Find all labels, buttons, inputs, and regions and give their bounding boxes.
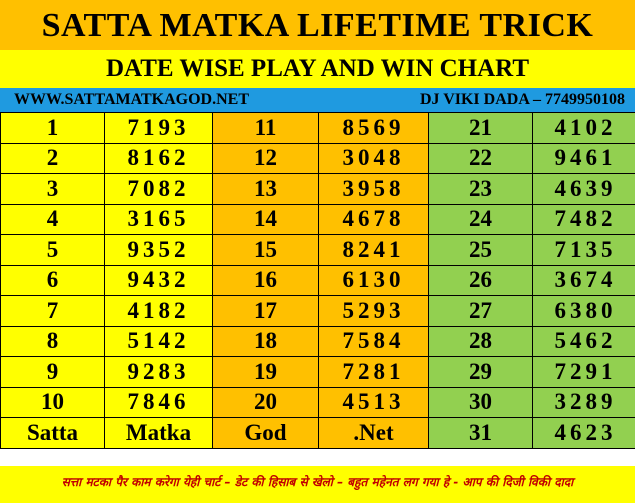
table-row: 9 9283 19 7281 29 7291 (0, 356, 635, 388)
brand-cell: .Net (318, 417, 429, 449)
number-cell: 4513 (318, 386, 429, 418)
date-cell: 19 (212, 356, 319, 388)
date-cell: 4 (0, 203, 105, 235)
table-row: 4 3165 14 4678 24 7482 (0, 203, 635, 235)
number-cell: 7584 (318, 325, 429, 357)
number-cell: 7846 (104, 386, 213, 418)
website-text: WWW.SATTAMATKAGOD.NET (14, 91, 249, 108)
date-cell: 27 (428, 295, 533, 327)
date-cell: 21 (428, 112, 533, 144)
brand-cell: Matka (104, 417, 213, 449)
date-cell: 6 (0, 264, 105, 296)
date-cell: 11 (212, 112, 319, 144)
date-cell: 2 (0, 142, 105, 174)
date-cell: 1 (0, 112, 105, 144)
date-cell: 15 (212, 234, 319, 266)
date-cell: 26 (428, 264, 533, 296)
number-cell: 3165 (104, 203, 213, 235)
number-cell: 8569 (318, 112, 429, 144)
date-cell: 3 (0, 173, 105, 205)
table-row: 10 7846 20 4513 30 3289 (0, 386, 635, 418)
contact-text: DJ VIKI DADA – 7749950108 (419, 91, 625, 108)
number-cell: 3958 (318, 173, 429, 205)
page-title: SATTA MATKA LIFETIME TRICK (0, 0, 635, 50)
number-cell: 4623 (532, 417, 635, 449)
brand-cell: Satta (0, 417, 105, 449)
number-cell: 4182 (104, 295, 213, 327)
number-cell: 7482 (532, 203, 635, 235)
date-cell: 31 (428, 417, 533, 449)
number-cell: 5142 (104, 325, 213, 357)
number-cell: 9432 (104, 264, 213, 296)
number-cell: 8162 (104, 142, 213, 174)
date-cell: 23 (428, 173, 533, 205)
number-cell: 3289 (532, 386, 635, 418)
date-cell: 16 (212, 264, 319, 296)
number-cell: 8241 (318, 234, 429, 266)
date-cell: 28 (428, 325, 533, 357)
number-cell: 3674 (532, 264, 635, 296)
number-cell: 4639 (532, 173, 635, 205)
number-cell: 7291 (532, 356, 635, 388)
number-cell: 9461 (532, 142, 635, 174)
date-cell: 17 (212, 295, 319, 327)
date-cell: 29 (428, 356, 533, 388)
date-cell: 18 (212, 325, 319, 357)
number-cell: 3048 (318, 142, 429, 174)
number-cell: 7193 (104, 112, 213, 144)
number-cell: 6130 (318, 264, 429, 296)
number-cell: 7135 (532, 234, 635, 266)
date-cell: 9 (0, 356, 105, 388)
number-cell: 9352 (104, 234, 213, 266)
number-cell: 7082 (104, 173, 213, 205)
date-cell: 20 (212, 386, 319, 418)
table-row: 6 9432 16 6130 26 3674 (0, 264, 635, 296)
table-row: 3 7082 13 3958 23 4639 (0, 173, 635, 205)
table-row: 8 5142 18 7584 28 5462 (0, 325, 635, 357)
footer-note: सत्ता मटका पैर काम करेगा येही चार्ट – डे… (0, 466, 635, 503)
date-cell: 5 (0, 234, 105, 266)
number-cell: 4102 (532, 112, 635, 144)
date-cell: 25 (428, 234, 533, 266)
table-row: 2 8162 12 3048 22 9461 (0, 142, 635, 174)
date-cell: 12 (212, 142, 319, 174)
number-cell: 7281 (318, 356, 429, 388)
date-cell: 7 (0, 295, 105, 327)
brand-cell: God (212, 417, 319, 449)
date-chart-table: 1 7193 11 8569 21 4102 2 8162 12 3048 22… (0, 112, 635, 449)
date-cell: 30 (428, 386, 533, 418)
number-cell: 5293 (318, 295, 429, 327)
date-cell: 22 (428, 142, 533, 174)
number-cell: 9283 (104, 356, 213, 388)
table-row: 1 7193 11 8569 21 4102 (0, 112, 635, 144)
date-cell: 8 (0, 325, 105, 357)
number-cell: 6380 (532, 295, 635, 327)
number-cell: 4678 (318, 203, 429, 235)
table-row: 7 4182 17 5293 27 6380 (0, 295, 635, 327)
info-bar: WWW.SATTAMATKAGOD.NET DJ VIKI DADA – 774… (0, 88, 635, 112)
date-cell: 14 (212, 203, 319, 235)
number-cell: 5462 (532, 325, 635, 357)
page-subtitle: DATE WISE PLAY AND WIN CHART (0, 50, 635, 88)
date-cell: 10 (0, 386, 105, 418)
table-row: 5 9352 15 8241 25 7135 (0, 234, 635, 266)
table-row: Satta Matka God .Net 31 4623 (0, 417, 635, 449)
date-cell: 13 (212, 173, 319, 205)
date-cell: 24 (428, 203, 533, 235)
